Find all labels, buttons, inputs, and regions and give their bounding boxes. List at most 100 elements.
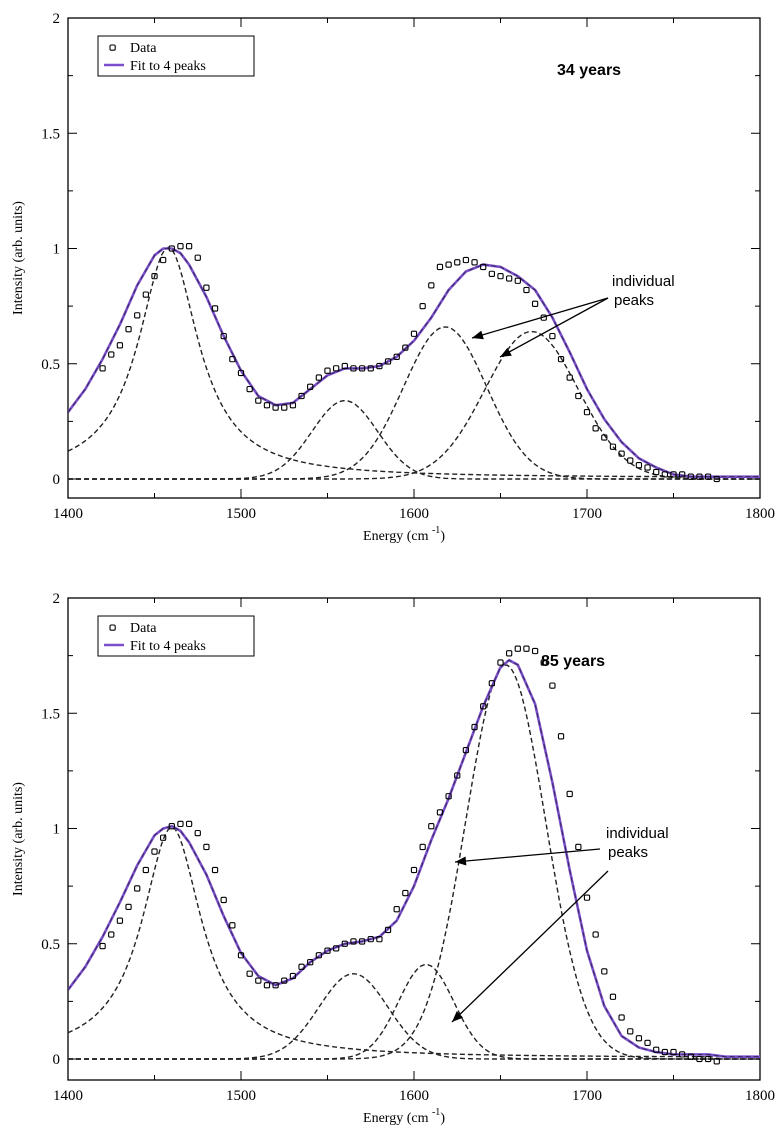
x-tick-label: 1600 bbox=[399, 506, 429, 522]
data-point bbox=[376, 935, 383, 943]
annotation-arrowhead bbox=[452, 1011, 464, 1022]
data-point bbox=[116, 342, 124, 349]
y-tick-label: 2 bbox=[53, 11, 61, 27]
y-tick-label: 0.5 bbox=[41, 937, 60, 953]
data-point bbox=[263, 402, 271, 409]
fit-line-overlay bbox=[68, 248, 760, 478]
data-point bbox=[307, 959, 314, 966]
data-point bbox=[566, 790, 573, 798]
data-point bbox=[627, 457, 634, 464]
annotation-line-1: individual bbox=[612, 273, 675, 290]
data-point bbox=[713, 475, 720, 483]
data-point bbox=[281, 404, 288, 411]
peak-component-3 bbox=[68, 964, 760, 1060]
data-point bbox=[272, 982, 279, 989]
data-point bbox=[194, 254, 201, 261]
data-point bbox=[583, 409, 591, 416]
x-tick-label: 1400 bbox=[53, 1088, 83, 1104]
data-point bbox=[177, 820, 184, 828]
data-point bbox=[220, 896, 227, 904]
data-point bbox=[454, 259, 461, 266]
data-point bbox=[454, 772, 461, 779]
data-point bbox=[402, 344, 409, 351]
data-point bbox=[108, 351, 115, 358]
data-point bbox=[488, 270, 495, 278]
annotation-arrow bbox=[499, 297, 609, 358]
data-point bbox=[653, 468, 660, 476]
data-point bbox=[324, 367, 331, 374]
data-point bbox=[246, 385, 253, 393]
data-point bbox=[678, 1051, 686, 1058]
x-tick-label: 1800 bbox=[745, 1088, 775, 1104]
data-point bbox=[678, 471, 686, 478]
annotation-arrowhead bbox=[455, 856, 467, 866]
data-point bbox=[523, 286, 530, 294]
data-point bbox=[99, 942, 106, 950]
chart-panel-1: 1400 1500 1600 1700 1800 0 0.5 1 1.5 2 Energy (cm … bbox=[11, 11, 775, 544]
data-point bbox=[436, 809, 444, 816]
legend-fit-label: Fit to 4 peaks bbox=[130, 59, 206, 74]
data-point bbox=[185, 243, 193, 250]
data-point bbox=[237, 369, 245, 377]
data-point bbox=[566, 374, 573, 381]
chart-panel-2: 1400 1500 1600 1700 1800 0 0.5 1 1.5 2 Energy (cm … bbox=[11, 591, 775, 1126]
data-point bbox=[618, 1014, 625, 1021]
data-point bbox=[125, 903, 132, 911]
data-point bbox=[505, 650, 513, 657]
y-tick-label: 0 bbox=[53, 1052, 61, 1068]
data-point bbox=[687, 473, 694, 480]
annotation-arrow bbox=[454, 848, 601, 863]
peak-component-1 bbox=[68, 826, 760, 1058]
x-tick-label: 1700 bbox=[572, 1088, 602, 1104]
data-point bbox=[514, 277, 521, 284]
data-point bbox=[696, 1055, 703, 1063]
data-point bbox=[635, 462, 643, 469]
data-point bbox=[185, 820, 193, 828]
data-point bbox=[220, 332, 227, 340]
data-point bbox=[151, 273, 158, 280]
plot-frame bbox=[67, 17, 761, 499]
data-point bbox=[644, 1039, 651, 1047]
data-point bbox=[246, 970, 253, 977]
data-point bbox=[419, 302, 426, 310]
data-point bbox=[644, 464, 651, 471]
y-tick-label: 0 bbox=[53, 472, 61, 488]
x-tick-label: 1600 bbox=[399, 1088, 429, 1104]
peak-component-3 bbox=[68, 326, 760, 480]
data-point bbox=[627, 1028, 634, 1035]
data-point bbox=[661, 1048, 668, 1056]
data-point bbox=[471, 723, 478, 731]
data-point bbox=[661, 471, 668, 478]
y-axis-label: Intensity (arb. units) bbox=[11, 782, 26, 896]
annotation-arrowhead bbox=[500, 347, 512, 357]
data-point bbox=[263, 982, 271, 989]
legend-data-label: Data bbox=[130, 41, 157, 56]
data-point bbox=[497, 273, 504, 280]
data-point bbox=[350, 365, 357, 372]
data-point bbox=[203, 843, 210, 851]
data-point bbox=[497, 659, 504, 666]
data-point bbox=[445, 261, 452, 268]
data-point bbox=[635, 1035, 643, 1042]
data-point bbox=[601, 968, 608, 975]
data-point bbox=[488, 680, 495, 687]
data-point bbox=[618, 450, 625, 457]
data-point bbox=[713, 1058, 720, 1065]
data-point bbox=[480, 703, 487, 710]
data-point bbox=[402, 889, 409, 897]
data-point bbox=[670, 1048, 677, 1056]
data-point bbox=[99, 365, 106, 372]
data-point bbox=[307, 383, 314, 390]
data-point bbox=[116, 917, 124, 924]
annotation-line-1: individual bbox=[606, 825, 669, 842]
data-point bbox=[151, 848, 158, 855]
data-point bbox=[298, 392, 305, 400]
y-tick-label: 2 bbox=[53, 591, 61, 607]
data-point bbox=[393, 906, 400, 913]
fit-line bbox=[68, 658, 760, 1058]
data-point bbox=[687, 1053, 694, 1060]
legend-fit-label: Fit to 4 peaks bbox=[130, 639, 206, 654]
data-point bbox=[601, 434, 608, 441]
data-point bbox=[609, 443, 617, 450]
